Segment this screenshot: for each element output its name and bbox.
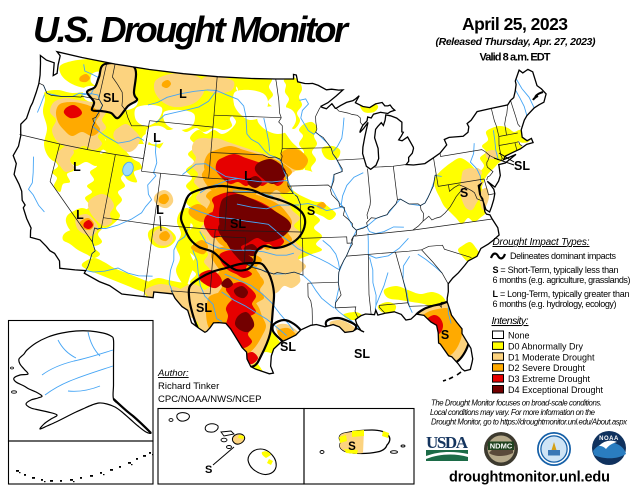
svg-text:S: S: [307, 204, 315, 218]
svg-text:L = Long-Term, typically great: L = Long-Term, typically greater than: [493, 289, 630, 299]
svg-text:Intensity:: Intensity:: [492, 315, 529, 327]
svg-text:Drought Monitor, go to https:/: Drought Monitor, go to https://droughtmo…: [431, 418, 628, 427]
svg-text:USDA: USDA: [426, 433, 469, 452]
svg-text:6 months (e.g. hydrology, ecol: 6 months (e.g. hydrology, ecology): [493, 299, 617, 309]
svg-text:SL: SL: [280, 340, 296, 354]
svg-text:D0 Abnormally Dry: D0 Abnormally Dry: [508, 341, 584, 351]
svg-text:D1 Moderate Drought: D1 Moderate Drought: [508, 352, 595, 362]
svg-text:droughtmonitor.unl.edu: droughtmonitor.unl.edu: [449, 470, 610, 486]
svg-text:Local conditions may vary. For: Local conditions may vary. For more info…: [430, 408, 596, 417]
svg-text:L: L: [153, 131, 161, 145]
svg-text:None: None: [508, 331, 530, 341]
svg-text:L: L: [73, 160, 81, 174]
svg-text:SL: SL: [230, 217, 246, 231]
svg-text:SL: SL: [514, 159, 530, 173]
svg-text:Richard Tinker: Richard Tinker: [158, 381, 219, 392]
svg-text:SL: SL: [354, 347, 370, 361]
svg-text:L: L: [156, 203, 164, 217]
svg-text:Valid 8 a.m. EDT: Valid 8 a.m. EDT: [480, 52, 551, 64]
svg-text:April 25, 2023: April 25, 2023: [462, 14, 568, 34]
svg-text:S: S: [205, 464, 212, 476]
svg-text:D2 Severe Drought: D2 Severe Drought: [508, 363, 586, 373]
svg-text:The Drought Monitor focuses on: The Drought Monitor focuses on broad-sca…: [431, 399, 602, 408]
svg-text:D4 Exceptional Drought: D4 Exceptional Drought: [508, 385, 604, 395]
svg-text:L: L: [244, 169, 252, 183]
svg-text:L: L: [179, 87, 187, 101]
svg-text:SL: SL: [196, 301, 212, 315]
svg-text:NOAA: NOAA: [599, 436, 619, 442]
svg-text:Delineates dominant impacts: Delineates dominant impacts: [510, 251, 617, 261]
svg-text:L: L: [76, 208, 84, 222]
svg-text:S = Short-Term, typically less: S = Short-Term, typically less than: [493, 265, 619, 275]
svg-text:S: S: [441, 328, 449, 342]
svg-text:(Released Thursday, Apr. 27, 2: (Released Thursday, Apr. 27, 2023): [436, 36, 597, 48]
svg-text:CPC/NOAA/NWS/NCEP: CPC/NOAA/NWS/NCEP: [158, 394, 261, 405]
svg-text:U.S. Drought Monitor: U.S. Drought Monitor: [33, 9, 350, 50]
svg-text:D3 Extreme Drought: D3 Extreme Drought: [508, 374, 591, 384]
svg-text:Drought Impact Types:: Drought Impact Types:: [493, 237, 590, 248]
svg-text:S: S: [460, 186, 468, 200]
svg-text:S: S: [348, 441, 356, 453]
svg-text:SL: SL: [103, 91, 119, 105]
svg-text:6 months (e.g. agriculture, gr: 6 months (e.g. agriculture, grasslands): [493, 275, 631, 285]
svg-text:NDMC: NDMC: [490, 442, 513, 451]
svg-text:Author:: Author:: [157, 368, 189, 379]
